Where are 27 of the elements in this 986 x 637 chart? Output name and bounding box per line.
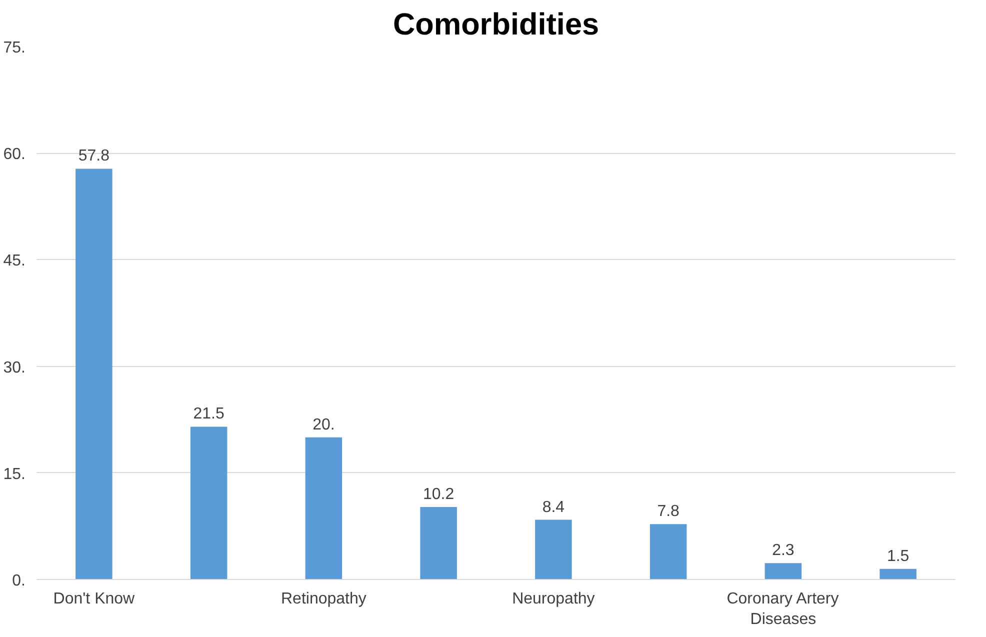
bar <box>764 563 802 580</box>
data-label: 57.8 <box>78 148 110 165</box>
x-tick-label: Don't Know <box>53 590 136 608</box>
data-label: 8.4 <box>542 498 565 516</box>
bar <box>420 507 457 580</box>
chart-title: Comorbidities <box>392 8 600 42</box>
y-tick-label: 45. <box>3 252 26 270</box>
y-tick-label: 75. <box>3 40 26 56</box>
data-label: 7.8 <box>657 503 680 520</box>
data-label: 2.3 <box>772 542 794 560</box>
y-tick-label: 0. <box>12 572 26 590</box>
x-tick-label: Coronary Artery Diseases <box>726 590 839 628</box>
bar <box>76 168 112 580</box>
x-tick-label: Neuropathy <box>512 590 595 608</box>
bar <box>880 568 916 580</box>
y-tick-label: 30. <box>3 359 26 376</box>
data-label: 21.5 <box>193 406 224 423</box>
bar <box>190 426 228 580</box>
x-tick-label: Retinopathy <box>280 590 366 608</box>
bar <box>650 524 687 580</box>
bar <box>535 520 572 580</box>
data-label: 1.5 <box>886 548 910 565</box>
y-tick-label: 60. <box>3 146 26 164</box>
data-label: 10.2 <box>422 486 454 504</box>
data-label: 20. <box>312 416 335 434</box>
y-tick-label: 15. <box>3 466 26 483</box>
bar <box>305 437 342 580</box>
